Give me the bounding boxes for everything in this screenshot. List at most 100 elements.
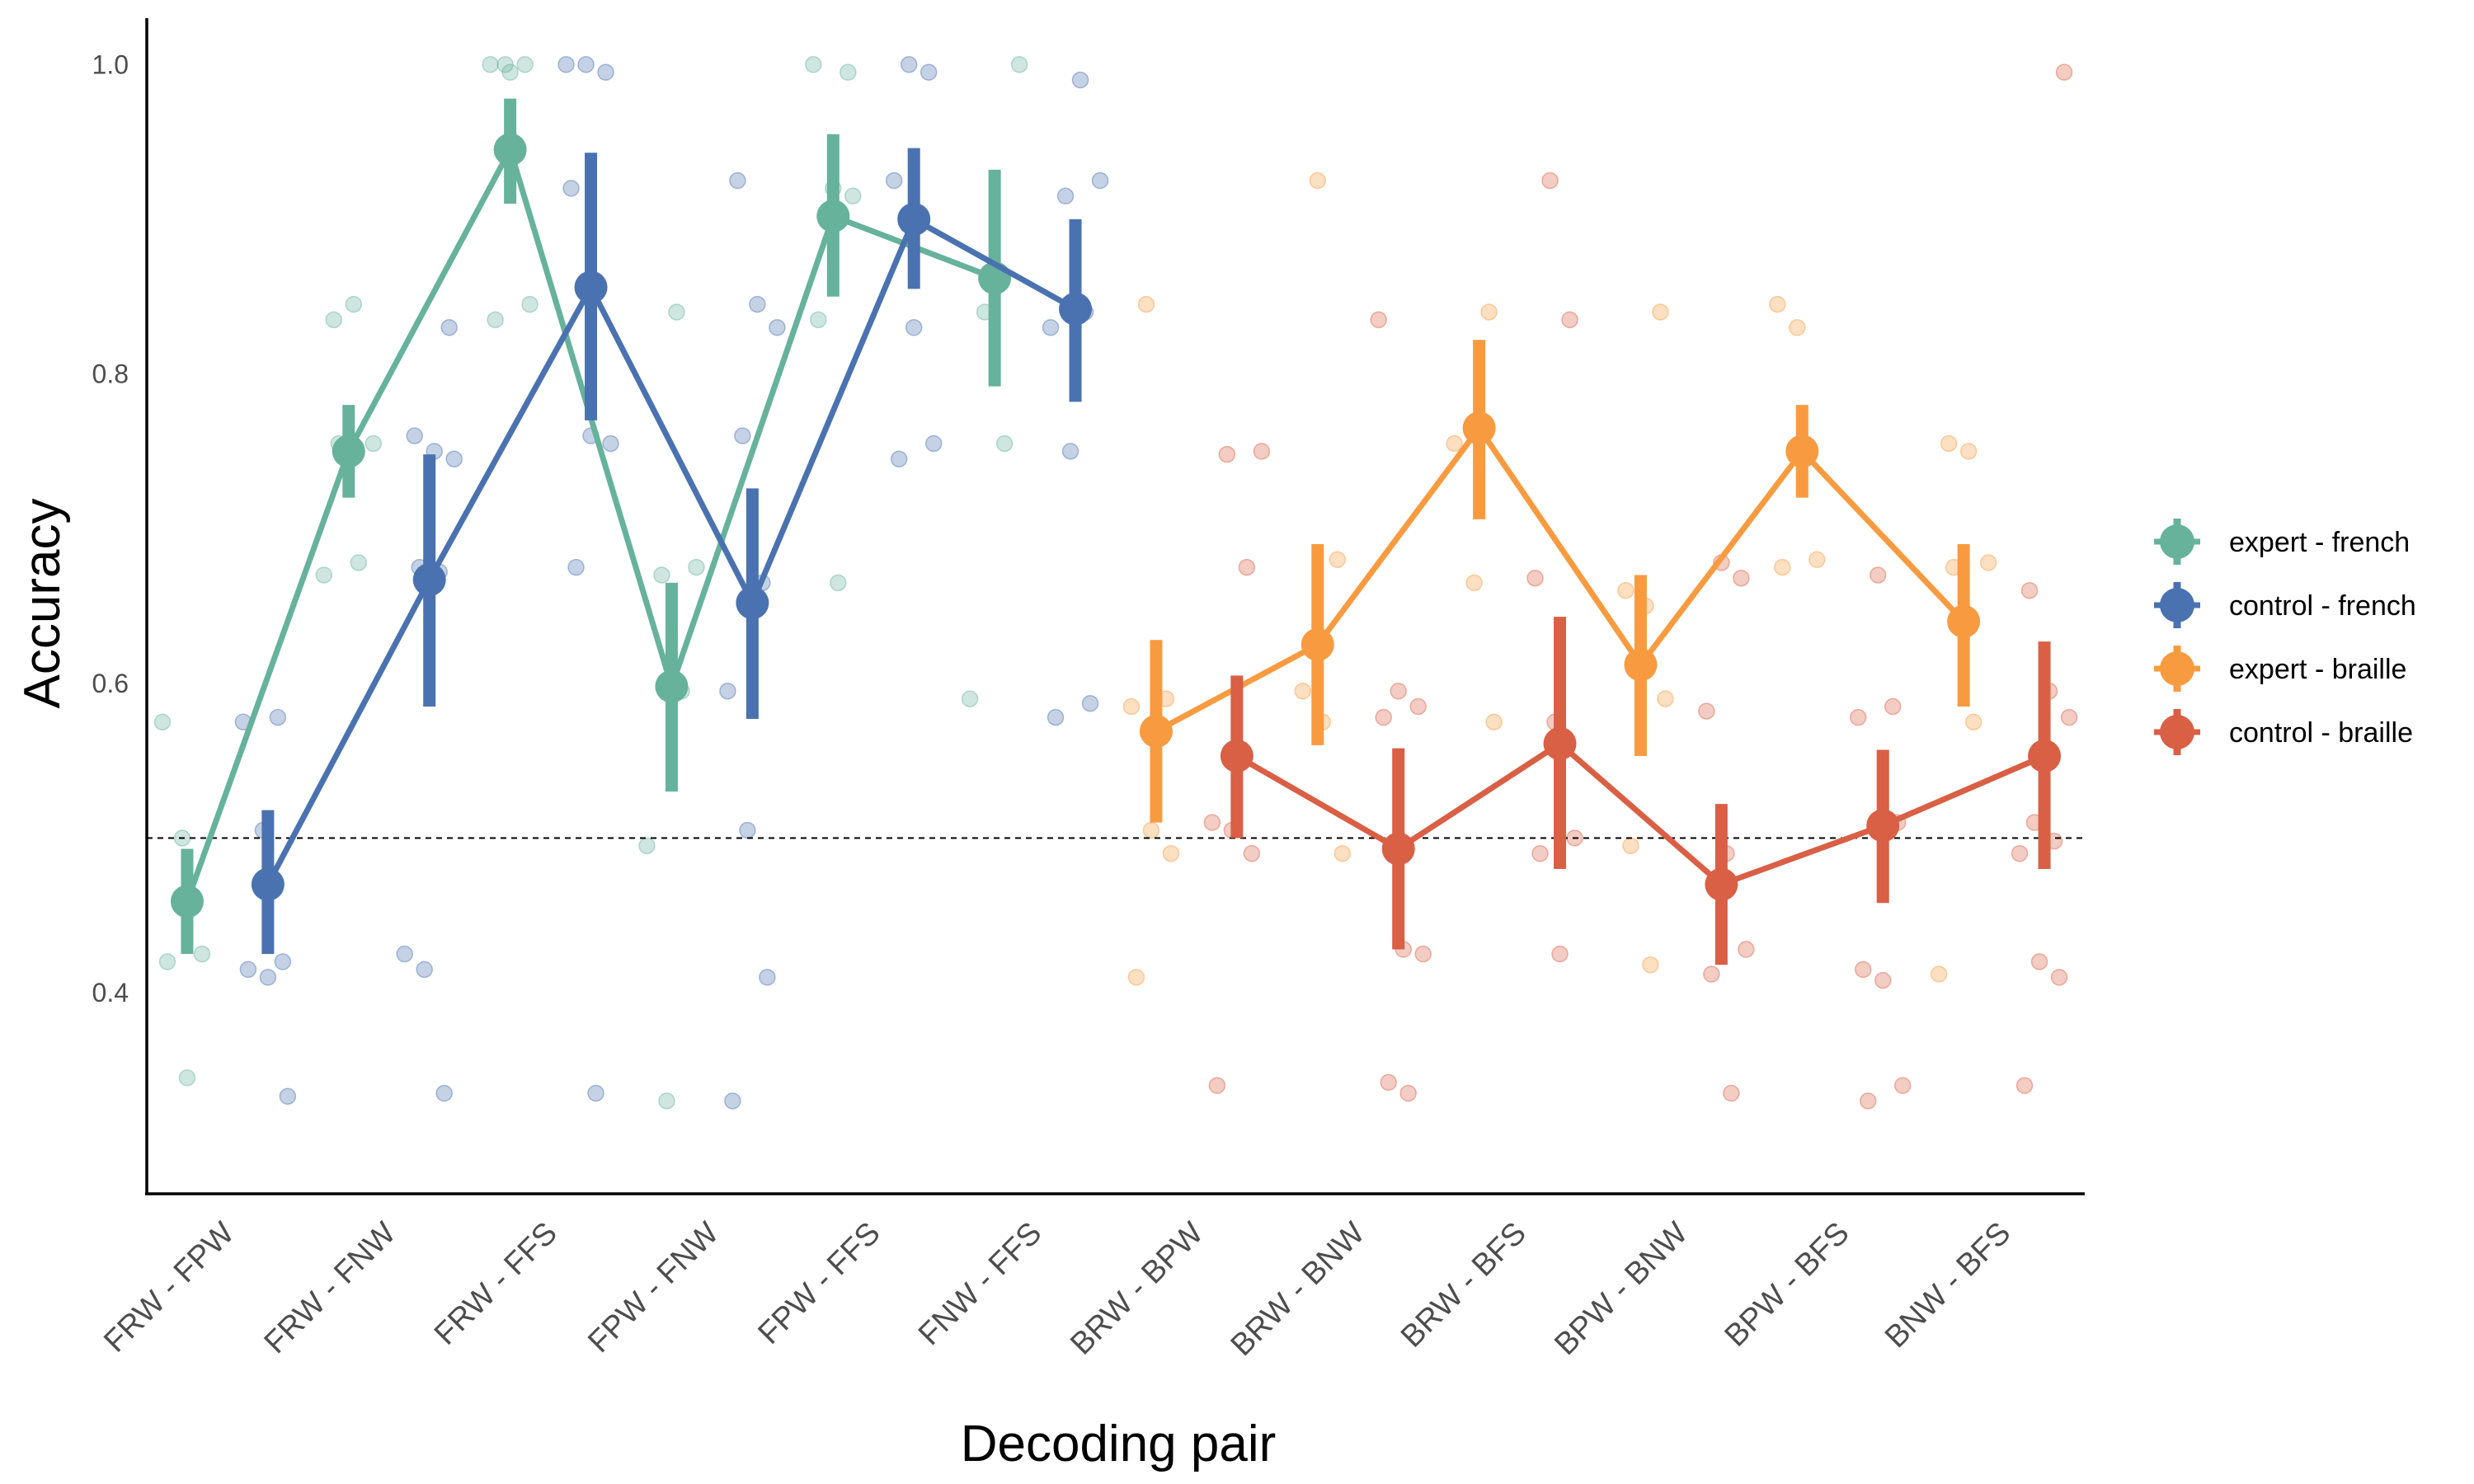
- data-point-control-french: [769, 319, 786, 336]
- data-point-control-braille: [2060, 708, 2078, 726]
- data-point-expert-french: [840, 63, 857, 81]
- series-line-expert-braille: [1155, 425, 1966, 735]
- data-point-control-braille: [1218, 445, 1236, 463]
- data-point-control-french: [724, 1092, 741, 1110]
- data-point-expert-french: [496, 56, 514, 73]
- mean-point-expert-braille: [1947, 604, 1981, 638]
- data-point-control-french: [269, 708, 287, 726]
- data-point-control-braille: [1869, 566, 1887, 584]
- x-tick-label: FPW - FFS: [752, 1216, 887, 1351]
- x-tick-label: BPW - BFS: [1719, 1216, 1856, 1354]
- data-point-expert-braille: [1789, 319, 1806, 336]
- legend-marker-control-french: [2160, 588, 2194, 622]
- data-point-control-french: [587, 1084, 604, 1102]
- data-point-control-braille: [1370, 311, 1387, 329]
- x-tick-label: FRW - FPW: [97, 1216, 241, 1360]
- data-point-expert-french: [810, 311, 827, 329]
- data-point-expert-braille: [1465, 574, 1483, 592]
- data-point-control-french: [416, 960, 433, 979]
- data-point-control-french: [739, 821, 756, 839]
- y-axis-title: Accuracy: [14, 499, 71, 709]
- data-point-control-braille: [2011, 844, 2029, 862]
- data-point-expert-french: [638, 837, 656, 855]
- data-point-control-french: [1081, 694, 1099, 712]
- data-point-control-braille: [1561, 311, 1578, 329]
- mean-point-control-french: [736, 586, 769, 620]
- mean-point-expert-braille: [1300, 627, 1334, 661]
- mean-point-expert-braille: [1139, 714, 1173, 748]
- data-point-control-french: [890, 450, 908, 467]
- data-point-control-french: [759, 969, 776, 986]
- data-point-expert-french: [688, 558, 705, 576]
- data-point-control-french: [279, 1087, 297, 1106]
- data-point-control-braille: [1551, 945, 1569, 963]
- data-point-expert-french: [668, 303, 685, 321]
- data-point-expert-braille: [1652, 303, 1669, 321]
- data-point-expert-braille: [1642, 956, 1659, 974]
- data-point-control-braille: [1541, 171, 1559, 190]
- mean-point-control-braille: [1705, 867, 1738, 901]
- data-point-control-braille: [2030, 953, 2048, 970]
- data-point-expert-french: [325, 311, 343, 329]
- data-point-control-french: [274, 953, 292, 970]
- legend-label-expert-french: expert - french: [2229, 527, 2410, 558]
- data-point-expert-braille: [1127, 969, 1145, 986]
- data-point-control-braille: [1698, 702, 1715, 720]
- data-point-expert-braille: [1142, 821, 1160, 839]
- data-point-expert-french: [178, 1069, 196, 1087]
- data-point-expert-braille: [1329, 551, 1347, 568]
- data-point-control-braille: [1531, 844, 1549, 862]
- data-point-control-braille: [1738, 941, 1755, 958]
- data-point-control-french: [435, 1084, 453, 1102]
- data-point-control-french: [1056, 187, 1075, 205]
- data-point-control-braille: [1874, 971, 1892, 989]
- data-point-control-french: [905, 319, 923, 336]
- data-point-expert-french: [995, 434, 1014, 453]
- data-point-control-french: [597, 63, 614, 81]
- data-point-expert-french: [653, 566, 670, 584]
- data-point-control-braille: [1893, 1077, 1912, 1094]
- data-point-control-french: [719, 682, 736, 700]
- data-point-expert-french: [805, 56, 822, 73]
- data-point-control-braille: [2055, 63, 2073, 81]
- data-point-control-french: [900, 56, 918, 73]
- data-point-control-braille: [1238, 558, 1256, 576]
- data-point-control-french: [259, 969, 277, 986]
- data-point-control-braille: [2020, 581, 2039, 599]
- mean-point-expert-braille: [1624, 648, 1658, 682]
- data-point-control-french: [445, 450, 463, 467]
- data-point-control-french: [1042, 319, 1060, 336]
- data-point-control-braille: [1859, 1092, 1877, 1110]
- y-tick-label: 0.8: [92, 359, 129, 389]
- series-line-control-braille: [1235, 740, 2046, 888]
- data-point-control-braille: [1414, 945, 1432, 963]
- data-point-expert-braille: [1979, 554, 1997, 571]
- data-point-expert-braille: [1446, 434, 1463, 453]
- data-point-control-braille: [1703, 965, 1720, 983]
- series-layer: [170, 98, 2062, 965]
- x-tick-label: BNW - BFS: [1879, 1216, 2018, 1355]
- mean-point-control-french: [574, 270, 608, 304]
- mean-point-expert-french: [655, 669, 689, 703]
- data-point-expert-french: [501, 63, 519, 81]
- data-point-expert-french: [516, 56, 534, 73]
- data-point-expert-braille: [1122, 697, 1141, 716]
- series-line-control-french: [265, 216, 1077, 886]
- data-point-expert-braille: [1808, 551, 1826, 568]
- mean-point-control-french: [412, 563, 446, 597]
- mean-point-control-french: [251, 867, 285, 901]
- data-point-control-french: [729, 171, 746, 190]
- data-point-control-french: [440, 319, 458, 336]
- data-point-control-french: [1071, 71, 1089, 89]
- data-point-expert-french: [350, 554, 368, 571]
- mean-point-expert-braille: [1462, 411, 1496, 445]
- data-point-control-french: [1047, 708, 1065, 726]
- data-point-expert-braille: [1769, 295, 1786, 313]
- data-point-control-french: [734, 427, 751, 444]
- data-point-expert-braille: [1480, 303, 1498, 321]
- mean-point-expert-french: [816, 200, 850, 233]
- mean-point-expert-french: [493, 133, 527, 167]
- data-point-expert-french: [153, 713, 172, 730]
- x-tick-label: FRW - FFS: [428, 1216, 564, 1352]
